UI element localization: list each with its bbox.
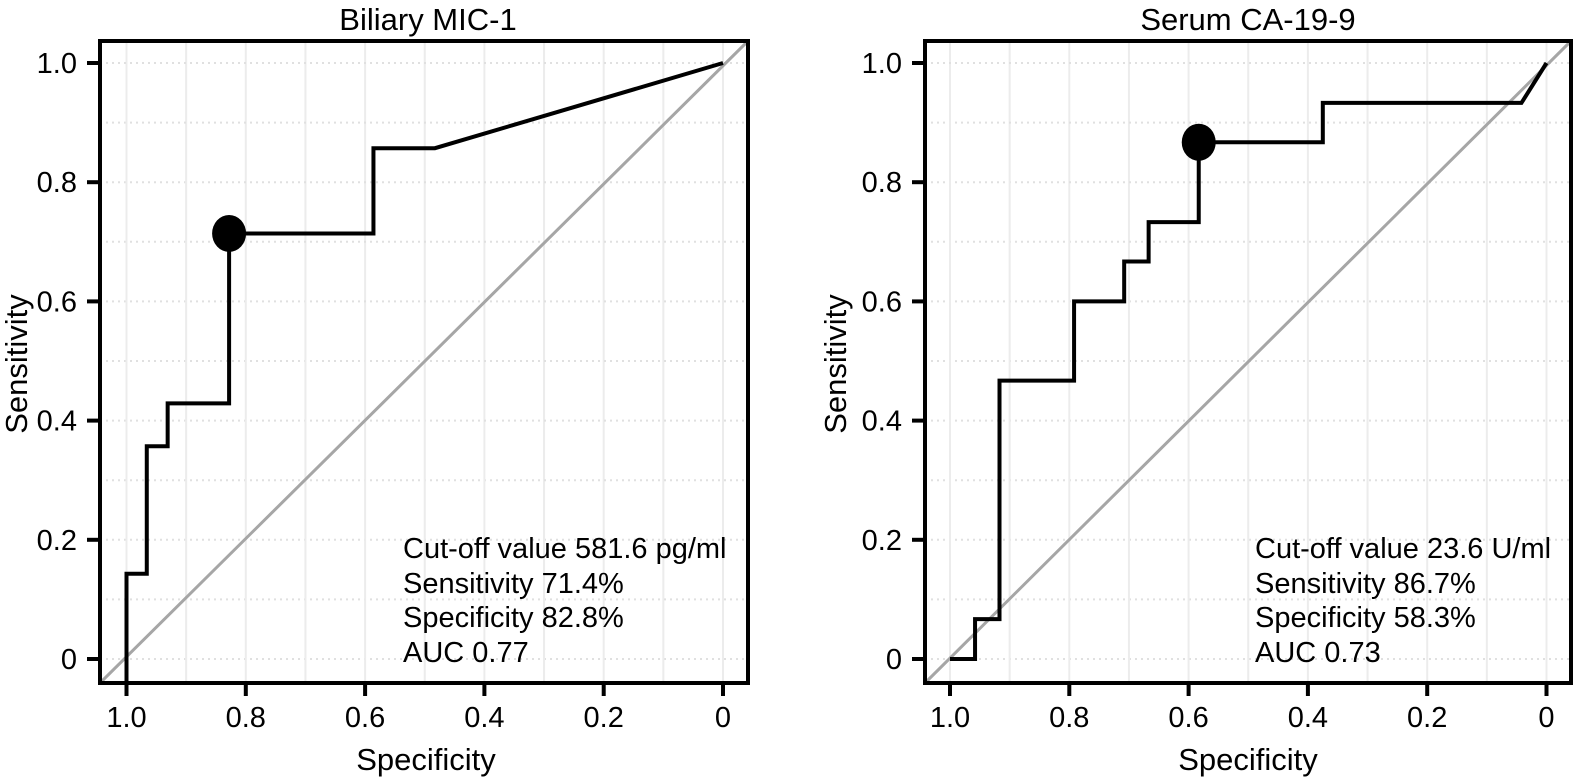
x-tick-label: 0.2 [1407,702,1447,734]
roc-panel-left: 1.0 0.8 0.6 0.4 0.2 0 0 0.2 0.4 0.6 0.8 1.0 [37,39,750,734]
y-tick-label: 0.4 [862,406,902,438]
x-tick-label: 1.0 [106,702,146,734]
x-tick-label: 0.2 [584,702,624,734]
y-tick-label: 1.0 [37,48,77,80]
y-tick-label: 1.0 [862,48,902,80]
annotation-cutoff-left: Cut-off value 581.6 pg/ml [403,533,727,565]
y-tick-label: 0.6 [37,286,77,318]
roc-curve [124,61,724,681]
cutoff-point-marker [212,214,247,252]
annotation-specificity-left: Specificity 82.8% [403,602,624,635]
annotation-specificity-right: Specificity 58.3% [1255,602,1476,635]
y-tick-label: 0 [886,644,902,676]
roc-panel-right: 1.0 0.8 0.6 0.4 0.2 0 0 0.2 0.4 0.6 0.8 1.0 [862,39,1573,734]
y-tick-label: 0.4 [37,406,77,438]
annotation-auc-left: AUC 0.77 [403,637,529,670]
x-tick-label: 1.0 [930,702,970,734]
y-tick-label: 0.6 [862,286,902,318]
annotation-auc-right: AUC 0.73 [1255,637,1381,670]
x-tick-label: 0 [1538,702,1554,734]
annotation-block-right: Cut-off value 23.6 U/ml Sensitivity 86.7… [1255,532,1551,671]
roc-curve [950,61,1549,661]
y-axis-title-right: Sensitivity [818,294,853,434]
reference-diagonal [923,39,1573,685]
y-tick-label: 0.2 [862,525,902,557]
annotation-block-left: Cut-off value 581.6 pg/ml Sensitivity 71… [403,532,727,671]
y-tick-label: 0.8 [37,167,77,199]
plot-border [923,39,1573,685]
annotation-cutoff-right: Cut-off value 23.6 U/ml [1255,533,1552,565]
x-axis-title-left: Specificity [356,742,496,777]
panel-title-left: Biliary MIC-1 [339,2,517,37]
x-axis-title-right: Specificity [1178,742,1318,777]
x-tick-label: 0.4 [464,702,504,734]
x-tick-label: 0.6 [345,702,385,734]
x-tick-label: 0.6 [1168,702,1208,734]
x-tick-label: 0.4 [1288,702,1328,734]
x-tick-label: 0.8 [226,702,266,734]
y-axis-title-left: Sensitivity [0,294,34,434]
x-tick-label: 0 [715,702,731,734]
cutoff-point-marker [1181,123,1216,161]
annotation-sensitivity-left: Sensitivity 71.4% [403,567,624,600]
reference-diagonal [98,39,750,685]
y-tick-label: 0.2 [37,525,77,557]
y-tick-label: 0.8 [862,167,902,199]
y-tick-label: 0 [61,644,77,676]
plot-border [98,39,750,685]
annotation-sensitivity-right: Sensitivity 86.7% [1255,567,1476,600]
x-tick-label: 0.8 [1049,702,1089,734]
panel-title-right: Serum CA-19-9 [1140,2,1356,37]
